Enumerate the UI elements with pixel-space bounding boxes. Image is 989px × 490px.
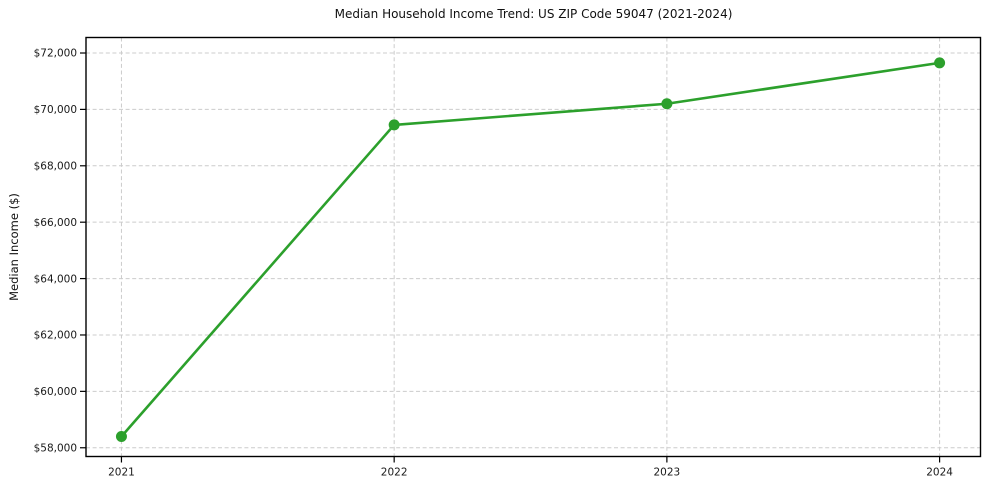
y-tick-label: $66,000 (34, 217, 77, 229)
x-tick-label: 2024 (926, 467, 953, 479)
y-tick-label: $62,000 (34, 330, 77, 342)
data-point-2022 (388, 119, 400, 131)
y-tick-label: $60,000 (34, 386, 77, 398)
y-tick-label: $58,000 (34, 442, 77, 454)
data-point-2023 (661, 98, 673, 110)
y-tick-label: $70,000 (34, 104, 77, 116)
income-trend-line (120, 61, 940, 438)
x-tick-label: 2021 (108, 467, 135, 479)
x-tick-label: 2023 (654, 467, 681, 479)
y-tick-label: $68,000 (34, 160, 77, 172)
y-tick-label: $64,000 (34, 273, 77, 285)
x-tick-label: 2022 (381, 467, 408, 479)
chart-title: Median Household Income Trend: US ZIP Co… (334, 7, 733, 21)
y-tick-label: $72,000 (34, 48, 77, 60)
plot-border (85, 36, 982, 458)
data-point-2024 (934, 57, 946, 69)
data-point-2021 (115, 430, 127, 442)
